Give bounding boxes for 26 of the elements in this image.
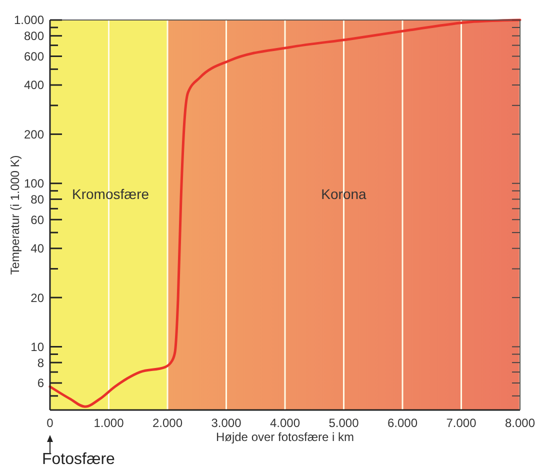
x-tick-label: 7.000 <box>446 416 477 430</box>
y-tick-label: 60 <box>30 212 44 227</box>
y-tick-label: 600 <box>24 49 44 64</box>
x-axis-title: Højde over fotosfære i km <box>216 430 354 444</box>
line-series <box>48 18 522 408</box>
y-tick-label: 100 <box>24 176 44 191</box>
y-tick-label: 40 <box>30 242 44 256</box>
y-tick-label: 800 <box>24 29 44 44</box>
x-tick-label: 6.000 <box>387 416 418 430</box>
x-tick-label: 0 <box>46 416 54 430</box>
text: Fotosfære <box>42 451 116 468</box>
y-axis-title: Temperatur (i 1.000 K) <box>8 155 22 275</box>
x-tick-label: 5.000 <box>328 416 360 430</box>
y-tick-label: 20 <box>30 290 44 305</box>
y-tick-label: 6 <box>37 376 44 390</box>
y-tick-label: 1.000 <box>14 13 44 28</box>
x-tick-label: 8.000 <box>504 416 536 430</box>
y-tick-label: 10 <box>30 340 44 354</box>
y-tick-label: 8 <box>37 356 44 370</box>
y-tick-label: 200 <box>24 127 44 142</box>
y-tick-label: 80 <box>30 192 44 206</box>
y-tick-label: 400 <box>24 78 44 92</box>
x-tick-label: 2.000 <box>152 416 183 430</box>
x-tick-label: 3.000 <box>211 416 242 430</box>
x-tick-label: 4.000 <box>270 416 300 430</box>
x-tick-label: 1.000 <box>94 416 124 430</box>
